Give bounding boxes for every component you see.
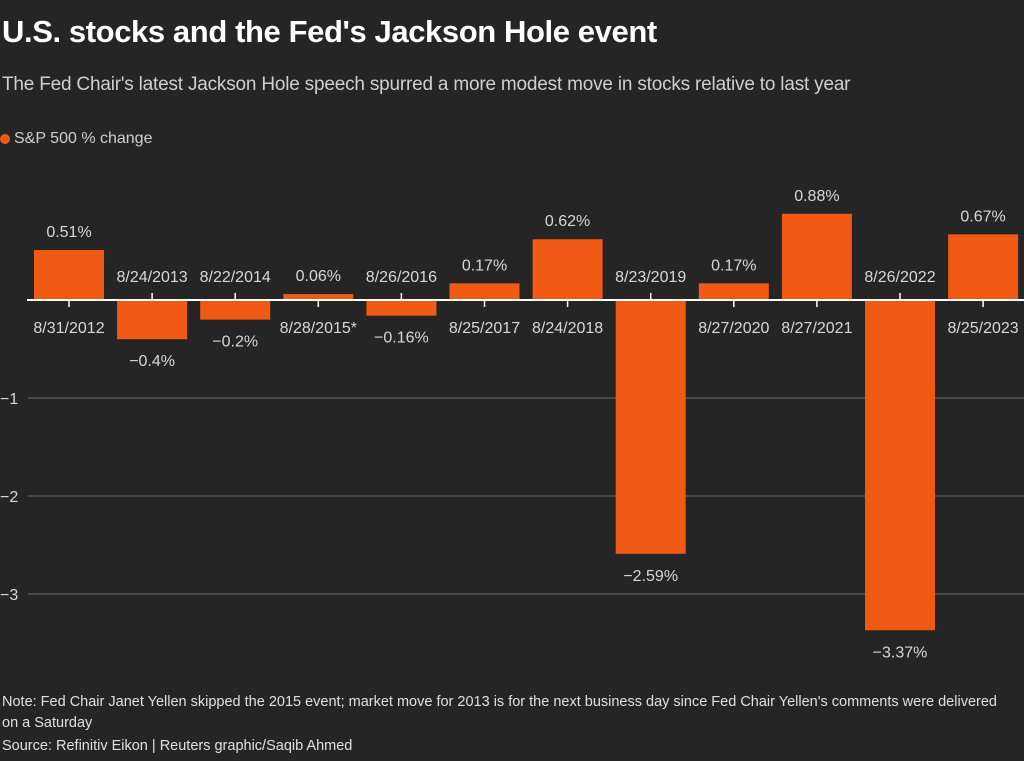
footnote: Note: Fed Chair Janet Yellen skipped the…: [2, 694, 997, 731]
gridlines: −1 −2 −3: [0, 391, 1024, 604]
x-tick-label: 8/31/2012: [33, 320, 104, 337]
bar: [34, 250, 104, 300]
x-tick-label: 8/22/2014: [200, 269, 271, 286]
bar: [200, 300, 271, 320]
data-label: 0.62%: [545, 213, 590, 230]
data-label: −3.37%: [873, 644, 928, 661]
x-tick-label: 8/27/2020: [698, 320, 769, 337]
footer: Note: Fed Chair Janet Yellen skipped the…: [2, 692, 1012, 757]
data-label: 0.17%: [711, 257, 756, 274]
labels: 8/31/2012 0.51% 8/24/2013 −0.4% 8/22/2014 −0.…: [33, 188, 1018, 662]
legend-swatch-icon: [0, 134, 10, 144]
bar: [781, 213, 852, 300]
x-tick-label: 8/27/2021: [781, 320, 852, 337]
y-tick-label: −3: [0, 587, 18, 604]
y-tick-label: −2: [0, 489, 18, 506]
bar: [615, 300, 686, 554]
data-label: −2.59%: [623, 568, 678, 585]
bar: [698, 283, 769, 300]
bar: [117, 300, 188, 340]
x-tick-label: 8/28/2015*: [280, 320, 357, 337]
bar: [366, 300, 437, 316]
bar: [283, 294, 354, 300]
source-credit: Source: Refinitiv Eikon | Reuters graphi…: [2, 738, 353, 754]
x-tick-label: 8/24/2018: [532, 320, 603, 337]
bar-chart: −1 −2 −3 8/31/2012 0.51% 8/24/2013 −0.4% 8/22/…: [0, 188, 1024, 662]
chart-title: U.S. stocks and the Fed's Jackson Hole e…: [2, 14, 657, 49]
x-tick-label: 8/26/2016: [366, 269, 437, 286]
data-label: −0.16%: [374, 330, 429, 347]
y-tick-label: −1: [0, 391, 18, 408]
bar: [449, 283, 520, 300]
data-label: 0.51%: [46, 224, 91, 241]
x-tick-label: 8/25/2023: [948, 320, 1019, 337]
data-label: −0.2%: [212, 334, 258, 351]
x-axis: [27, 293, 1024, 307]
x-tick-label: 8/26/2022: [864, 269, 935, 286]
data-label: 0.67%: [960, 208, 1005, 225]
bar: [865, 300, 935, 631]
data-label: −0.4%: [129, 353, 175, 370]
data-label: 0.06%: [296, 268, 341, 285]
legend-label: S&P 500 % change: [14, 130, 153, 147]
x-tick-label: 8/24/2013: [117, 269, 188, 286]
x-tick-label: 8/25/2017: [449, 320, 520, 337]
data-label: 0.88%: [794, 188, 839, 205]
data-label: 0.17%: [462, 257, 507, 274]
legend: S&P 500 % change: [0, 130, 152, 148]
bars: [34, 213, 1019, 631]
x-tick-label: 8/23/2019: [615, 269, 686, 286]
bar: [948, 234, 1019, 300]
bar: [532, 239, 603, 300]
chart-subtitle: The Fed Chair's latest Jackson Hole spee…: [2, 74, 851, 95]
